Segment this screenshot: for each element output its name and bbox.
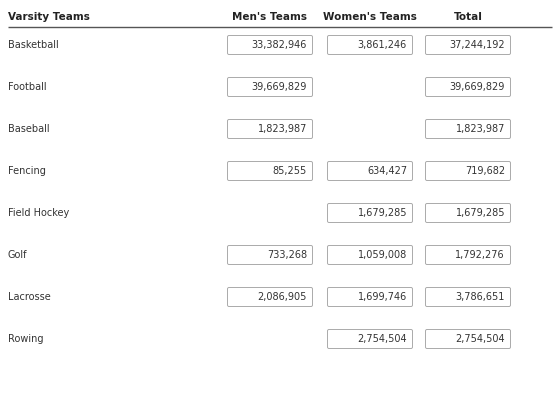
FancyBboxPatch shape — [328, 330, 413, 349]
FancyBboxPatch shape — [328, 36, 413, 55]
FancyBboxPatch shape — [426, 288, 511, 307]
Text: 1,059,008: 1,059,008 — [358, 250, 407, 260]
Text: Football: Football — [8, 82, 46, 92]
Text: 634,427: 634,427 — [367, 166, 407, 176]
FancyBboxPatch shape — [426, 204, 511, 223]
FancyBboxPatch shape — [426, 330, 511, 349]
FancyBboxPatch shape — [227, 120, 312, 139]
FancyBboxPatch shape — [426, 246, 511, 265]
Text: 733,268: 733,268 — [267, 250, 307, 260]
Text: Baseball: Baseball — [8, 124, 50, 134]
Text: 1,679,285: 1,679,285 — [455, 208, 505, 218]
Text: Men's Teams: Men's Teams — [232, 12, 307, 22]
Text: 85,255: 85,255 — [273, 166, 307, 176]
Text: 39,669,829: 39,669,829 — [450, 82, 505, 92]
Text: 1,792,276: 1,792,276 — [455, 250, 505, 260]
Text: Lacrosse: Lacrosse — [8, 292, 51, 302]
FancyBboxPatch shape — [328, 246, 413, 265]
FancyBboxPatch shape — [328, 204, 413, 223]
Text: Basketball: Basketball — [8, 40, 59, 50]
Text: Total: Total — [454, 12, 482, 22]
Text: 2,754,504: 2,754,504 — [357, 334, 407, 344]
FancyBboxPatch shape — [227, 78, 312, 97]
FancyBboxPatch shape — [328, 288, 413, 307]
Text: 3,861,246: 3,861,246 — [358, 40, 407, 50]
FancyBboxPatch shape — [227, 288, 312, 307]
Text: 1,823,987: 1,823,987 — [258, 124, 307, 134]
Text: Rowing: Rowing — [8, 334, 44, 344]
Text: 1,699,746: 1,699,746 — [358, 292, 407, 302]
Text: 39,669,829: 39,669,829 — [251, 82, 307, 92]
Text: 37,244,192: 37,244,192 — [449, 40, 505, 50]
FancyBboxPatch shape — [227, 162, 312, 181]
Text: 2,086,905: 2,086,905 — [258, 292, 307, 302]
FancyBboxPatch shape — [426, 162, 511, 181]
FancyBboxPatch shape — [426, 78, 511, 97]
FancyBboxPatch shape — [426, 36, 511, 55]
Text: Varsity Teams: Varsity Teams — [8, 12, 90, 22]
Text: Fencing: Fencing — [8, 166, 46, 176]
Text: 719,682: 719,682 — [465, 166, 505, 176]
Text: 2,754,504: 2,754,504 — [455, 334, 505, 344]
Text: Women's Teams: Women's Teams — [323, 12, 417, 22]
Text: Golf: Golf — [8, 250, 27, 260]
FancyBboxPatch shape — [227, 36, 312, 55]
Text: 3,786,651: 3,786,651 — [456, 292, 505, 302]
FancyBboxPatch shape — [328, 162, 413, 181]
FancyBboxPatch shape — [227, 246, 312, 265]
Text: 1,679,285: 1,679,285 — [357, 208, 407, 218]
Text: 33,382,946: 33,382,946 — [251, 40, 307, 50]
Text: Field Hockey: Field Hockey — [8, 208, 69, 218]
FancyBboxPatch shape — [426, 120, 511, 139]
Text: 1,823,987: 1,823,987 — [456, 124, 505, 134]
